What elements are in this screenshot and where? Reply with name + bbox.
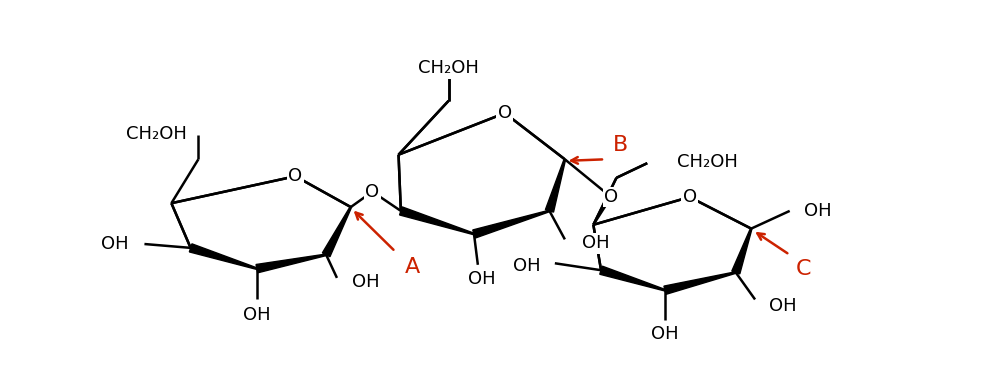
- Text: OH: OH: [243, 306, 271, 324]
- Text: B: B: [613, 135, 628, 155]
- Text: O: O: [365, 183, 379, 201]
- Text: CH₂OH: CH₂OH: [677, 153, 737, 170]
- Text: C: C: [796, 259, 811, 279]
- Polygon shape: [322, 207, 351, 257]
- Text: O: O: [288, 167, 302, 185]
- Polygon shape: [732, 228, 752, 274]
- Text: OH: OH: [804, 202, 831, 220]
- Text: CH₂OH: CH₂OH: [418, 59, 479, 77]
- Text: OH: OH: [101, 235, 129, 253]
- Polygon shape: [400, 207, 474, 235]
- Text: CH₂OH: CH₂OH: [126, 125, 187, 143]
- Text: O: O: [498, 104, 512, 122]
- Text: OH: OH: [352, 273, 380, 291]
- Polygon shape: [473, 210, 550, 238]
- Text: OH: OH: [769, 297, 797, 314]
- Polygon shape: [600, 266, 665, 291]
- Polygon shape: [256, 254, 326, 273]
- Text: O: O: [604, 188, 618, 206]
- Polygon shape: [664, 272, 736, 294]
- Text: OH: OH: [582, 234, 609, 252]
- Text: OH: OH: [513, 257, 541, 274]
- Text: OH: OH: [651, 325, 679, 343]
- Polygon shape: [545, 159, 566, 212]
- Polygon shape: [189, 244, 257, 270]
- Text: O: O: [683, 188, 697, 206]
- Text: OH: OH: [468, 270, 496, 288]
- Text: A: A: [405, 257, 420, 277]
